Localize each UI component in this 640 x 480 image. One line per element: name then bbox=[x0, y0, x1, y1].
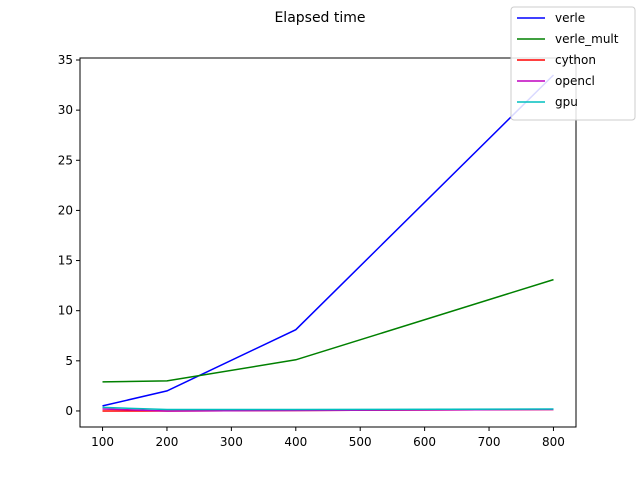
y-tick-label: 15 bbox=[58, 254, 73, 268]
x-tick-label: 100 bbox=[91, 435, 114, 449]
x-tick-label: 300 bbox=[220, 435, 243, 449]
y-tick-label: 0 bbox=[65, 404, 73, 418]
y-tick-label: 5 bbox=[65, 354, 73, 368]
legend-label: verle_mult bbox=[555, 32, 619, 46]
plot-lines bbox=[102, 74, 555, 412]
chart-title: Elapsed time bbox=[274, 10, 365, 26]
x-axis: 100 200 300 400 500 600 700 800 bbox=[91, 427, 565, 449]
legend-box bbox=[510, 6, 636, 121]
y-tick-label: 35 bbox=[58, 53, 73, 67]
x-tick-label: 600 bbox=[413, 435, 436, 449]
x-tick-label: 400 bbox=[284, 435, 307, 449]
y-tick-label: 30 bbox=[58, 103, 73, 117]
x-tick-label: 800 bbox=[542, 435, 565, 449]
series-line-verle-mult bbox=[102, 278, 554, 383]
plot-frame bbox=[79, 57, 577, 428]
series-line-verle bbox=[102, 74, 555, 407]
x-tick-label: 700 bbox=[478, 435, 501, 449]
y-axis: 0 5 10 15 20 25 30 35 bbox=[58, 53, 80, 418]
y-tick-label: 10 bbox=[58, 304, 73, 318]
x-tick-label: 500 bbox=[349, 435, 372, 449]
legend-label: cython bbox=[555, 53, 596, 67]
legend-label: verle bbox=[555, 11, 585, 25]
y-tick-label: 25 bbox=[58, 153, 73, 167]
x-tick-label: 200 bbox=[156, 435, 179, 449]
y-tick-label: 20 bbox=[58, 203, 73, 217]
legend-label: gpu bbox=[555, 95, 578, 109]
legend-label: opencl bbox=[555, 74, 595, 88]
series-line-gpu bbox=[102, 406, 554, 411]
